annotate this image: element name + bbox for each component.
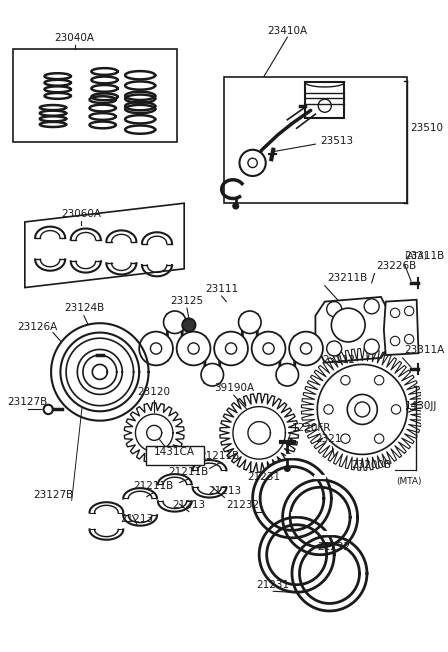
- Text: 21213: 21213: [208, 486, 241, 496]
- Circle shape: [284, 466, 290, 471]
- Polygon shape: [233, 407, 285, 459]
- Polygon shape: [253, 459, 332, 538]
- Text: 23513: 23513: [320, 136, 353, 146]
- Text: 23120: 23120: [138, 387, 171, 397]
- Text: 23111: 23111: [205, 284, 238, 294]
- Circle shape: [341, 376, 350, 385]
- Circle shape: [248, 158, 257, 168]
- Circle shape: [252, 332, 285, 365]
- Circle shape: [164, 311, 186, 334]
- Circle shape: [151, 343, 162, 354]
- Polygon shape: [51, 323, 149, 421]
- Text: 1220FR: 1220FR: [292, 423, 332, 433]
- Bar: [13, 48, 177, 142]
- Circle shape: [233, 203, 238, 209]
- Circle shape: [301, 343, 312, 354]
- Circle shape: [263, 343, 274, 354]
- Text: 21211B: 21211B: [133, 481, 173, 491]
- Circle shape: [188, 343, 199, 354]
- Circle shape: [177, 332, 211, 365]
- Text: 23212: 23212: [316, 434, 349, 444]
- Polygon shape: [60, 333, 139, 411]
- Text: 23060A: 23060A: [61, 209, 101, 219]
- Polygon shape: [259, 517, 334, 592]
- Text: 21232: 21232: [227, 500, 260, 510]
- Polygon shape: [78, 349, 122, 394]
- Text: 23311B: 23311B: [405, 252, 445, 261]
- Circle shape: [327, 302, 342, 317]
- Circle shape: [225, 343, 237, 354]
- Text: 39190A: 39190A: [214, 383, 254, 393]
- FancyBboxPatch shape: [146, 446, 204, 465]
- Circle shape: [405, 306, 414, 316]
- Circle shape: [139, 332, 173, 365]
- Text: 23127B: 23127B: [8, 396, 48, 407]
- Circle shape: [240, 150, 266, 176]
- Text: 23311A: 23311A: [405, 345, 445, 355]
- Polygon shape: [317, 364, 407, 454]
- Bar: [305, 82, 345, 118]
- Polygon shape: [260, 467, 324, 530]
- Circle shape: [390, 336, 400, 346]
- Text: (ATA): (ATA): [405, 252, 427, 261]
- Text: 21211B: 21211B: [200, 451, 240, 461]
- Circle shape: [392, 405, 401, 414]
- Polygon shape: [384, 300, 418, 355]
- Circle shape: [324, 405, 333, 414]
- Polygon shape: [66, 338, 134, 406]
- Polygon shape: [353, 400, 372, 419]
- Circle shape: [364, 299, 379, 314]
- Text: 23125: 23125: [170, 295, 203, 306]
- Circle shape: [238, 311, 261, 334]
- Text: 23226B: 23226B: [376, 261, 417, 271]
- Text: 23510: 23510: [410, 123, 443, 133]
- Polygon shape: [25, 203, 184, 288]
- Circle shape: [276, 364, 298, 386]
- Circle shape: [355, 402, 370, 417]
- Text: 23112: 23112: [322, 355, 355, 364]
- Text: 21232: 21232: [318, 542, 351, 552]
- Polygon shape: [299, 544, 359, 604]
- Circle shape: [347, 394, 377, 424]
- Text: 21213: 21213: [172, 500, 206, 510]
- Polygon shape: [83, 355, 116, 389]
- Circle shape: [182, 318, 195, 332]
- Text: 1431CA: 1431CA: [154, 447, 195, 457]
- Circle shape: [43, 405, 53, 414]
- Circle shape: [332, 308, 365, 342]
- Polygon shape: [248, 422, 271, 444]
- Polygon shape: [135, 414, 173, 452]
- Text: 23040A: 23040A: [55, 33, 95, 43]
- Circle shape: [341, 434, 350, 443]
- Text: 23211B: 23211B: [327, 273, 368, 283]
- Polygon shape: [315, 297, 390, 363]
- Text: 23126A: 23126A: [17, 321, 57, 332]
- Circle shape: [405, 334, 414, 344]
- Text: 23410A: 23410A: [267, 25, 307, 35]
- Polygon shape: [290, 487, 350, 547]
- Text: 23127B: 23127B: [33, 490, 73, 501]
- Text: (MTA): (MTA): [396, 477, 422, 486]
- Text: 21213: 21213: [121, 514, 154, 524]
- Polygon shape: [146, 425, 162, 440]
- Circle shape: [390, 308, 400, 318]
- Bar: [224, 77, 407, 203]
- Text: 21231: 21231: [257, 580, 290, 589]
- Circle shape: [375, 376, 384, 385]
- Text: 23200B: 23200B: [352, 460, 392, 471]
- Text: 21231: 21231: [247, 472, 280, 482]
- Circle shape: [327, 341, 342, 356]
- Circle shape: [201, 364, 224, 386]
- Circle shape: [364, 339, 379, 354]
- Circle shape: [289, 332, 323, 365]
- Polygon shape: [92, 364, 108, 379]
- Polygon shape: [292, 536, 367, 611]
- Text: 23124B: 23124B: [64, 303, 104, 313]
- Text: 1430JJ: 1430JJ: [405, 402, 437, 411]
- Circle shape: [375, 434, 384, 443]
- Circle shape: [214, 332, 248, 365]
- Text: 21211B: 21211B: [169, 467, 209, 477]
- Polygon shape: [267, 525, 327, 585]
- Polygon shape: [283, 480, 358, 555]
